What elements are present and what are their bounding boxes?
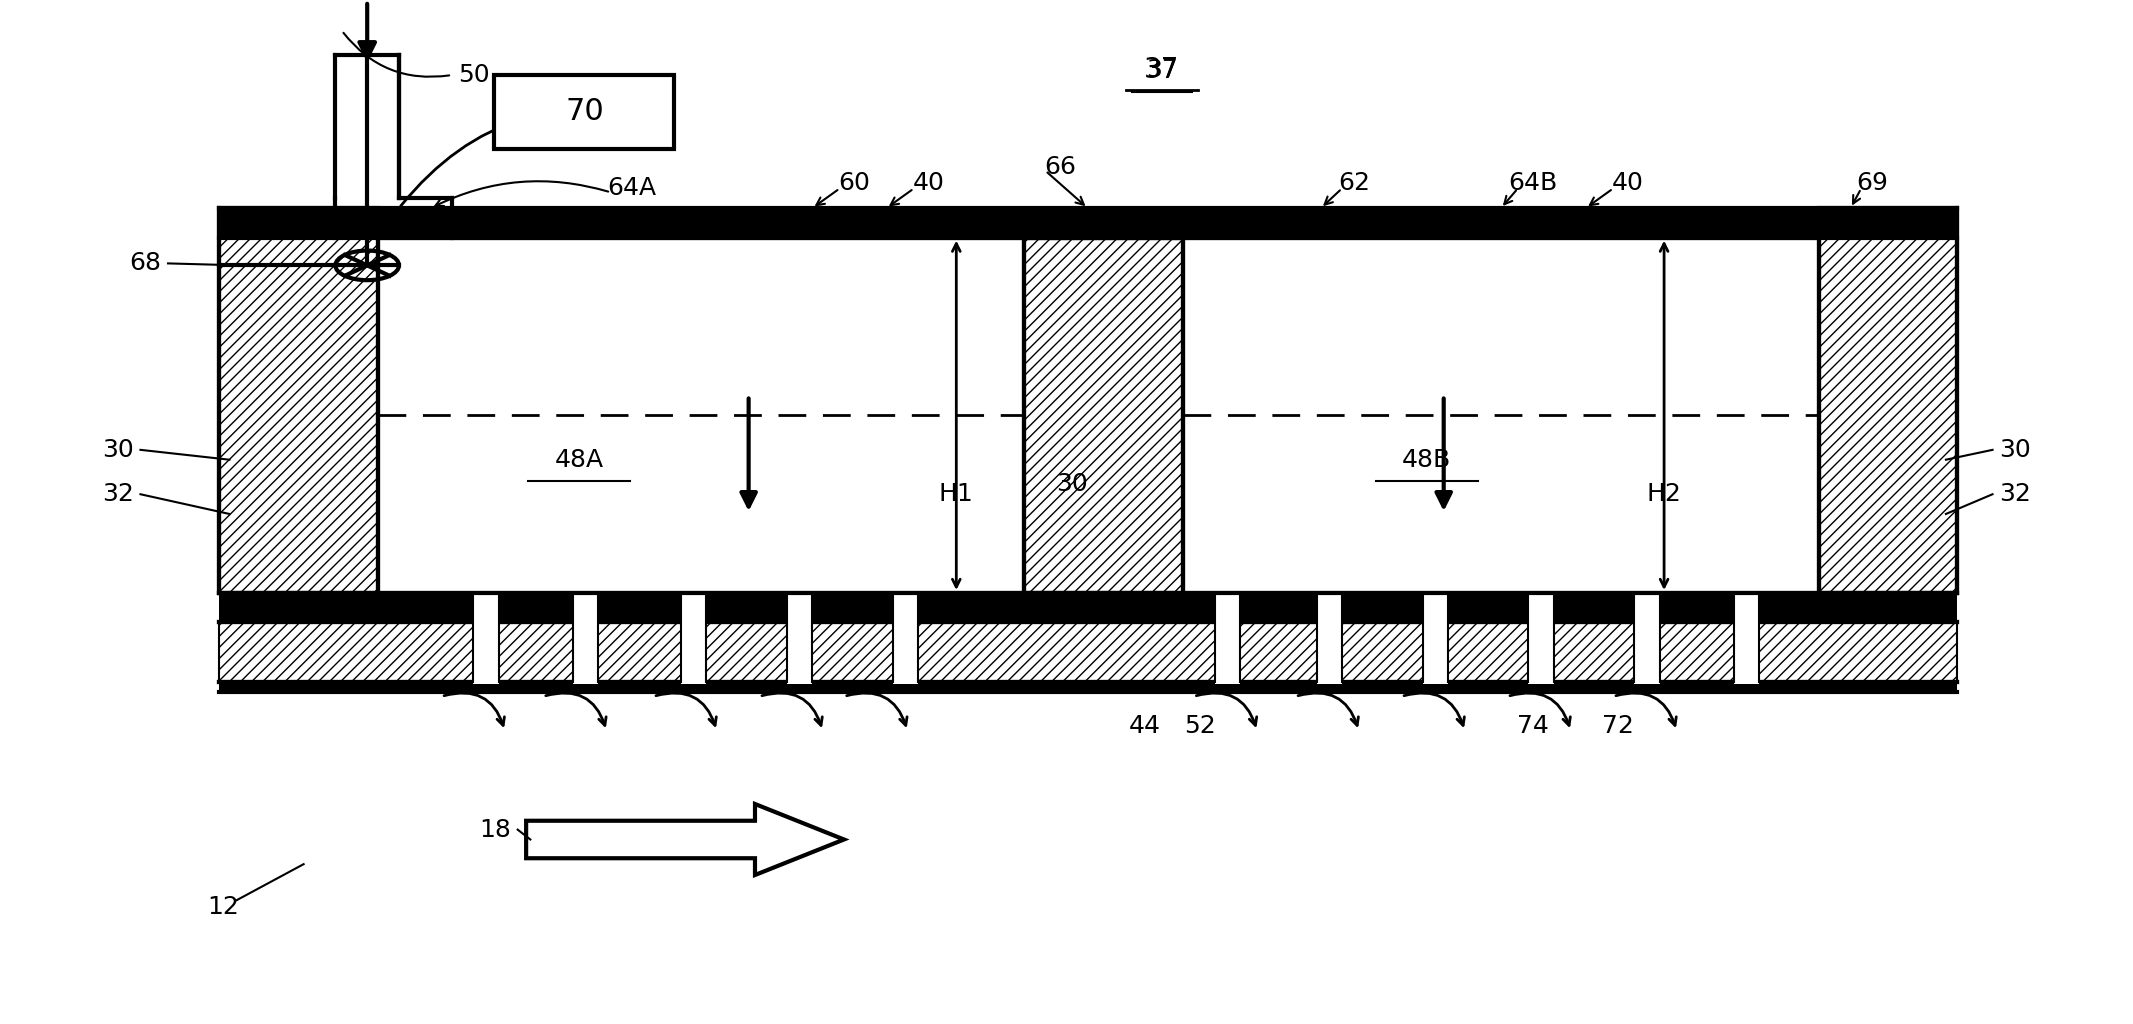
Bar (1529, 591, 1555, 684)
Text: 44: 44 (1128, 714, 1160, 738)
Text: 64A: 64A (608, 176, 657, 201)
Text: 70: 70 (565, 97, 604, 127)
Text: 40: 40 (1613, 171, 1645, 196)
Text: 30: 30 (102, 438, 134, 462)
Text: 69: 69 (1856, 171, 1888, 196)
Bar (220, 208, 1956, 238)
Text: 66: 66 (1045, 155, 1077, 179)
Text: 68: 68 (130, 252, 162, 275)
Text: 32: 32 (102, 482, 134, 506)
Bar (1316, 591, 1342, 684)
Bar (1819, 208, 1956, 593)
Bar (220, 682, 1956, 691)
Text: H2: H2 (1647, 482, 1681, 506)
FancyArrowPatch shape (401, 111, 672, 206)
Text: 72: 72 (1602, 714, 1634, 738)
Text: 37: 37 (1145, 58, 1177, 82)
Bar (1024, 238, 1184, 593)
Bar (220, 623, 1956, 682)
Text: 18: 18 (480, 817, 512, 842)
Text: 50: 50 (459, 63, 491, 87)
Text: 40: 40 (913, 171, 945, 196)
Bar (1423, 591, 1448, 684)
Text: 30: 30 (1999, 438, 2031, 462)
Bar (787, 591, 813, 684)
Text: 62: 62 (1340, 171, 1372, 196)
Bar (680, 591, 706, 684)
Text: 64B: 64B (1508, 171, 1557, 196)
Bar (1216, 591, 1239, 684)
Text: 74: 74 (1517, 714, 1549, 738)
Text: 60: 60 (838, 171, 870, 196)
Text: 32: 32 (1999, 482, 2031, 506)
Bar (894, 591, 917, 684)
Text: 30: 30 (1056, 472, 1088, 497)
Bar (1634, 591, 1659, 684)
Text: 48A: 48A (555, 447, 604, 472)
Text: 12: 12 (207, 895, 239, 919)
Bar (220, 208, 378, 593)
Bar (495, 75, 674, 148)
Bar (220, 593, 1956, 623)
Bar (574, 591, 597, 684)
Text: H1: H1 (939, 482, 973, 506)
Text: 48B: 48B (1401, 447, 1450, 472)
Text: 37: 37 (1143, 56, 1180, 84)
Bar (1734, 591, 1760, 684)
Text: 52: 52 (1184, 714, 1216, 738)
Bar (474, 591, 499, 684)
